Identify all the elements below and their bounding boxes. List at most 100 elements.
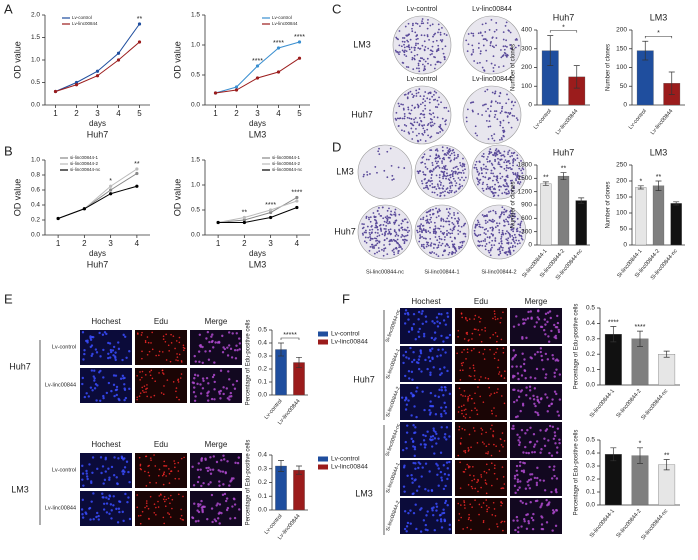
colony (503, 120, 505, 122)
y-tick-label: 0.1 (586, 366, 595, 373)
cell (550, 491, 552, 493)
cell (116, 476, 118, 478)
cell (464, 429, 466, 431)
cell (534, 377, 536, 379)
colony (398, 250, 400, 252)
cell (521, 337, 523, 339)
cell (430, 436, 432, 438)
colony (447, 153, 449, 155)
cell (544, 333, 546, 335)
colony (442, 39, 444, 41)
cell (403, 490, 405, 492)
annotation: ***** (283, 332, 297, 339)
cell (516, 434, 518, 436)
colony (378, 247, 380, 249)
y-tick-label: 50 (620, 83, 628, 90)
cell (420, 443, 422, 445)
cell (421, 310, 423, 312)
cell (208, 341, 210, 343)
colony (459, 242, 461, 244)
cell (123, 387, 125, 389)
colony (427, 48, 429, 50)
colony (430, 245, 432, 247)
cell (108, 479, 110, 481)
colony (383, 248, 385, 250)
x-tick-label: Si-linc00844-2 (615, 508, 642, 539)
colony (403, 167, 405, 169)
cell (183, 519, 185, 521)
micrograph (510, 384, 562, 420)
cell (477, 491, 479, 493)
cell (231, 477, 233, 479)
colony (405, 218, 407, 220)
colony (501, 192, 503, 194)
cell (207, 382, 209, 384)
cell (207, 331, 209, 333)
cell (82, 472, 84, 474)
colony (441, 27, 443, 29)
colony (511, 155, 513, 157)
colony (404, 115, 406, 117)
colony (427, 93, 429, 95)
colony (438, 165, 440, 167)
cell (485, 452, 487, 454)
cell (481, 433, 483, 435)
cell (417, 331, 419, 333)
colony (420, 120, 422, 122)
cell (419, 328, 421, 330)
colony (438, 23, 440, 25)
y-axis-title: Percentage of Edu-positive cells (246, 440, 252, 526)
cell (423, 335, 425, 337)
colony (426, 187, 428, 189)
colony (408, 23, 410, 25)
cell (536, 321, 538, 323)
colony (491, 163, 493, 165)
chart-title: Huh7 (553, 147, 575, 157)
cell (478, 316, 480, 318)
cell (485, 482, 487, 484)
cell (181, 360, 183, 362)
colony (421, 236, 423, 238)
colony (422, 127, 424, 129)
cell (555, 509, 557, 511)
cell (515, 365, 517, 367)
colony (433, 169, 435, 171)
colony (442, 130, 444, 132)
colony (422, 134, 424, 136)
colony (370, 246, 372, 248)
colony (508, 242, 510, 244)
cell (436, 316, 438, 318)
cell (200, 485, 202, 487)
cell (206, 518, 208, 520)
cell (413, 359, 415, 361)
cell (410, 414, 412, 416)
y-tick-label: 0.2 (586, 351, 595, 358)
point (298, 40, 301, 43)
cell (465, 417, 467, 419)
point (295, 206, 298, 209)
cell (237, 462, 239, 464)
cell (230, 392, 232, 394)
cell (459, 370, 461, 372)
cell (150, 459, 152, 461)
cell (116, 394, 118, 396)
colony (407, 231, 409, 233)
colony (474, 230, 476, 232)
y-tick-label: 0.6 (31, 187, 40, 194)
cell (489, 395, 491, 397)
cell (446, 478, 448, 480)
cell (434, 437, 436, 439)
cell (142, 390, 144, 392)
cell (544, 323, 546, 325)
cell (457, 455, 459, 457)
cell (516, 399, 518, 401)
colony (453, 159, 455, 161)
cell (495, 515, 497, 517)
colony (460, 164, 462, 166)
x-tick-label: Lv-control (628, 108, 648, 130)
colony (484, 90, 486, 92)
colony (386, 176, 388, 178)
cell (423, 439, 425, 441)
cell (433, 366, 435, 368)
colony (432, 41, 434, 43)
